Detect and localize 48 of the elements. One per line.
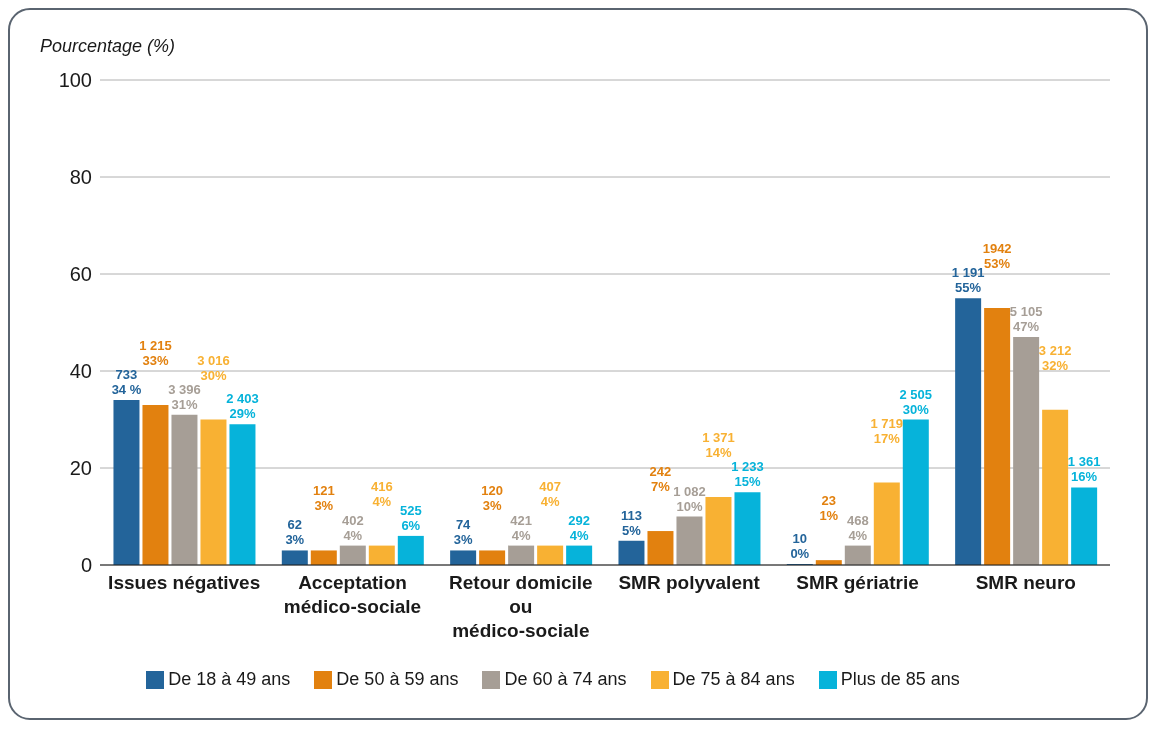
data-label: 421 4% (510, 512, 532, 543)
data-label: 292 4% (568, 512, 590, 543)
data-label: 1942 53% (982, 240, 1012, 271)
data-label: 468 4% (846, 512, 869, 543)
x-tick-label: SMR polyvalent (618, 572, 761, 593)
data-label: 1 191 55% (951, 265, 985, 296)
data-label: 407 4% (539, 478, 561, 509)
data-label: 5 105 47% (1009, 304, 1043, 335)
x-tick-label: Acceptation médico-sociale (283, 572, 422, 617)
y-tick-label: 100 (58, 69, 92, 92)
x-tick-label: Retour domicile ou médico-sociale (449, 572, 593, 641)
data-label: 2 505 30% (899, 386, 933, 417)
data-label: 74 3% (453, 517, 473, 548)
y-axis-title: Pourcentage (%) (40, 36, 176, 57)
x-tick-label: SMR gériatrie (796, 572, 919, 593)
data-label: 1 361 16% (1067, 454, 1101, 485)
data-label: 733 34 % (111, 367, 142, 398)
data-label: 1 371 14% (702, 430, 735, 461)
data-label: 121 3% (312, 483, 335, 514)
x-tick-label: SMR neuro (975, 572, 1076, 593)
data-label: 416 4% (370, 478, 393, 509)
data-label: 120 3% (481, 483, 503, 514)
data-label: 402 4% (341, 512, 364, 543)
legend-label: De 18 à 49 ans (168, 669, 291, 689)
y-tick-label: 0 (80, 554, 92, 577)
data-label: 1 082 10% (673, 483, 706, 514)
data-label: 10 0% (790, 531, 810, 561)
legend-label: De 50 à 59 ans (336, 669, 459, 689)
data-label: 3 396 31% (168, 381, 201, 412)
data-label: 62 3% (285, 517, 305, 548)
data-label: 242 7% (649, 464, 672, 495)
legend-label: Plus de 85 ans (840, 669, 960, 689)
legend-label: De 60 à 74 ans (504, 669, 627, 689)
y-tick-label: 20 (69, 457, 92, 480)
data-label: 1 233 15% (731, 459, 764, 490)
y-tick-label: 40 (69, 360, 92, 383)
data-label: 2 403 29% (226, 391, 259, 422)
x-tick-label: Issues négatives (108, 572, 261, 593)
data-label: 23 1% (819, 493, 839, 524)
y-tick-label: 80 (69, 166, 92, 189)
data-label: 3 016 30% (197, 352, 230, 383)
data-label: 1 719 17% (870, 415, 904, 446)
legend-label: De 75 à 84 ans (672, 669, 795, 689)
y-tick-label: 60 (69, 263, 92, 286)
data-label: 525 6% (399, 502, 422, 533)
data-label: 3 212 32% (1038, 342, 1072, 373)
data-label: 1 215 33% (139, 337, 172, 368)
data-label: 113 5% (620, 507, 642, 538)
